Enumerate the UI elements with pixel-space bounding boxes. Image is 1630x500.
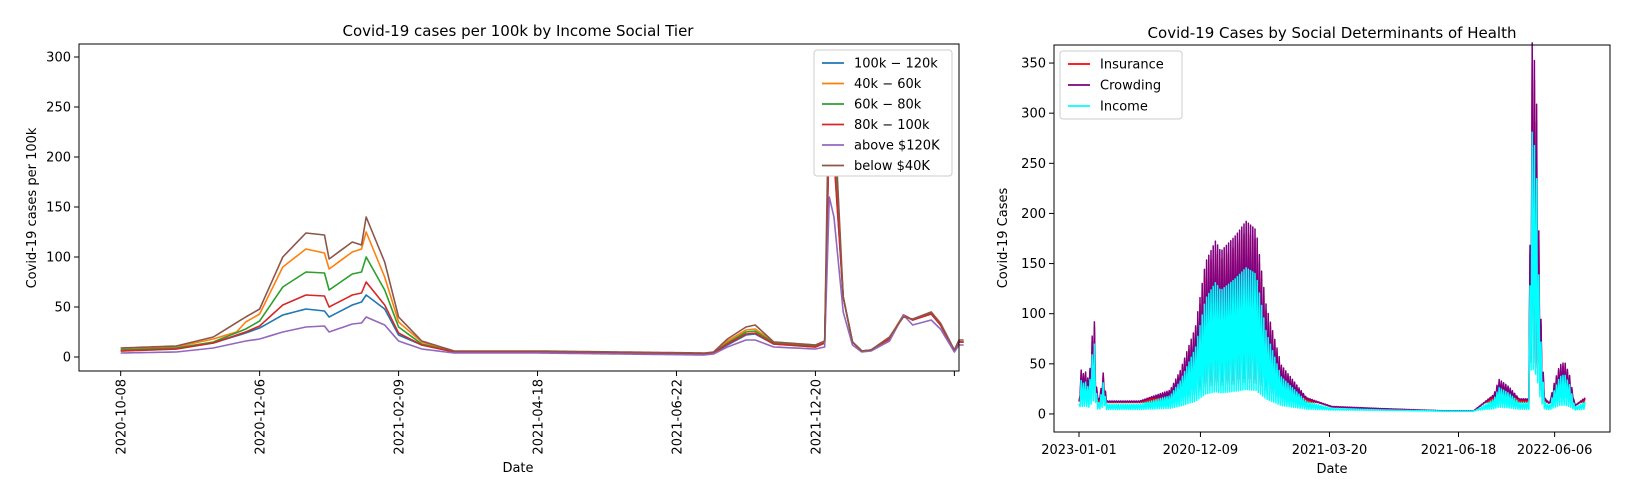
left-chart-title: Covid-19 cases per 100k by Income Social…	[343, 22, 695, 40]
right-y-tick-label: 0	[1038, 407, 1046, 422]
right-legend: Insurance Crowding Income	[1059, 50, 1183, 120]
left-legend-box	[813, 49, 953, 177]
right-legend-box	[1059, 50, 1183, 120]
right-x-tick-label: 2023-01-01	[1041, 443, 1117, 458]
left-legend-label: 100k − 120k	[854, 57, 938, 72]
right-y-axis-label: Covid-19 Cases	[996, 188, 1011, 289]
right-y-tick-label: 350	[1021, 57, 1046, 72]
right-series-line-2	[1078, 131, 1586, 413]
right-y-tick-label: 100	[1021, 307, 1046, 322]
left-y-tick-label: 200	[46, 151, 71, 166]
left-legend-label: below $40K	[854, 159, 930, 174]
left-legend-label: 80k − 100k	[854, 118, 930, 133]
left-x-tick-label: 2020-10-08	[115, 379, 130, 455]
left-series-line-3	[120, 126, 964, 355]
left-y-tick-label: 300	[46, 51, 71, 66]
right-x-axis-label: Date	[1316, 462, 1347, 477]
left-x-tick-label: 2021-12-20	[809, 379, 824, 455]
right-y-tick-label: 50	[1029, 357, 1046, 372]
left-x-tick-label: 2021-04-18	[532, 379, 547, 455]
right-chart-title: Covid-19 Cases by Social Determinants of…	[1148, 24, 1517, 42]
left-series-line-5	[120, 58, 964, 354]
right-x-tick-label: 2021-03-20	[1292, 443, 1368, 458]
left-y-tick-label: 50	[54, 301, 71, 316]
right-y-tick-label: 300	[1021, 107, 1046, 122]
social-determinants-chart: Covid-19 Cases by Social Determinants of…	[996, 24, 1611, 477]
left-y-tick-label: 100	[46, 251, 71, 266]
left-y-axis: 0 50 100 150 200 250 300	[46, 51, 79, 366]
right-plot-area	[1078, 42, 1586, 413]
left-y-tick-label: 0	[63, 351, 71, 366]
right-y-tick-label: 150	[1021, 257, 1046, 272]
left-x-tick-label: 2020-12-06	[254, 379, 269, 455]
right-y-tick-label: 200	[1021, 207, 1046, 222]
left-y-tick-label: 250	[46, 101, 71, 116]
left-legend: 100k − 120k 40k − 60k 60k − 80k 80k − 100k a…	[813, 49, 953, 177]
left-x-tick-label: 2021-06-22	[670, 379, 685, 455]
right-y-tick-label: 250	[1021, 157, 1046, 172]
right-x-tick-label: 2021-06-18	[1421, 443, 1497, 458]
right-plot-frame	[1053, 44, 1611, 433]
right-y-axis: 0 50 100 150 200 250 300 350	[1021, 57, 1054, 422]
right-legend-label: Crowding	[1100, 79, 1161, 94]
left-legend-label: above $120K	[854, 139, 940, 154]
left-legend-label: 40k − 60k	[854, 77, 922, 92]
left-x-tick-label: 2021-02-09	[393, 379, 408, 455]
right-legend-label: Income	[1100, 100, 1148, 115]
left-legend-label: 60k − 80k	[854, 98, 922, 113]
left-x-axis-label: Date	[502, 461, 533, 476]
income-tier-chart: Covid-19 cases per 100k by Income Social…	[25, 22, 964, 476]
left-y-axis-label: Covid-19 cases per 100k	[25, 127, 40, 288]
left-series-line-4	[120, 196, 964, 356]
right-legend-label: Insurance	[1100, 58, 1164, 73]
right-x-tick-label: 2020-12-09	[1163, 443, 1239, 458]
left-plot-area	[120, 58, 964, 356]
left-y-tick-label: 150	[46, 201, 71, 216]
right-x-axis: 2023-01-01 2020-12-09 2021-03-20 2021-06-18…	[1041, 432, 1592, 458]
right-x-tick-label: 2022-06-06	[1517, 443, 1593, 458]
left-x-axis: 2020-10-08 2020-12-06 2021-02-09 2021-04-18…	[115, 371, 955, 455]
